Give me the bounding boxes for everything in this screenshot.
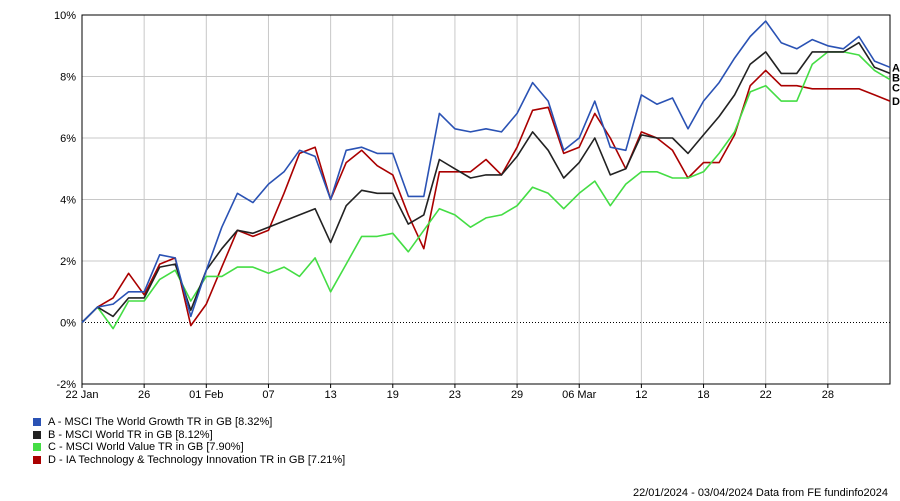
legend-item-d: D - IA Technology & Technology Innovatio… (33, 454, 345, 467)
x-tick-label: 12 (635, 389, 647, 401)
y-axis: -2% 0% 2% 4% 6% 8% 10% (54, 10, 76, 391)
y-tick-label: 4% (60, 195, 76, 207)
legend-label-b: B - MSCI World TR in GB [8.12%] (48, 428, 213, 441)
series-layer (81, 20, 891, 330)
series-line-b (81, 41, 891, 324)
legend-label-a: A - MSCI The World Growth TR in GB [8.32… (48, 416, 273, 428)
end-label-d: D (892, 96, 900, 108)
x-tick-label: 13 (324, 389, 336, 401)
plot-area (81, 14, 891, 385)
y-tick-label: 0% (60, 318, 76, 330)
x-tick-label: 23 (449, 389, 461, 401)
x-tick-label: 22 Jan (65, 389, 98, 401)
legend-label-c: C - MSCI World Value TR in GB [7.90%] (48, 441, 244, 453)
x-tick-label: 18 (697, 389, 709, 401)
legend-swatch-b (33, 430, 41, 439)
legend: A - MSCI The World Growth TR in GB [8.32… (33, 416, 345, 466)
x-tick-label: 28 (822, 389, 834, 401)
end-label-a: A (892, 62, 900, 74)
legend-item-b: B - MSCI World TR in GB [8.12%] (33, 429, 345, 442)
legend-swatch-a (33, 418, 41, 427)
series-line-a (81, 20, 891, 324)
plot-border (81, 14, 891, 385)
series-line-c (81, 51, 891, 330)
x-tick-label: 06 Mar (562, 389, 597, 401)
y-tick-label: 2% (60, 256, 76, 268)
series-line-d (81, 69, 891, 327)
x-tick-label: 01 Feb (189, 389, 223, 401)
x-tick-label: 29 (511, 389, 523, 401)
legend-item-a: A - MSCI The World Growth TR in GB [8.32… (33, 416, 345, 429)
legend-swatch-d (33, 455, 41, 464)
y-tick-label: 8% (60, 72, 76, 84)
end-label-b: B (892, 72, 900, 84)
y-tick-label: 10% (54, 10, 76, 22)
y-tick-label: -2% (56, 379, 76, 391)
x-tick-label: 22 (760, 389, 772, 401)
x-tick-label: 19 (387, 389, 399, 401)
x-tick-label: 26 (138, 389, 150, 401)
footer-source: 22/01/2024 - 03/04/2024 Data from FE fun… (632, 487, 888, 499)
y-tick-label: 6% (60, 133, 76, 145)
x-tick-label: 07 (262, 389, 274, 401)
end-label-c: C (892, 82, 900, 94)
legend-item-c: C - MSCI World Value TR in GB [7.90%] (33, 441, 345, 454)
legend-label-d: D - IA Technology & Technology Innovatio… (48, 453, 346, 466)
grid (81, 14, 890, 385)
legend-swatch-c (33, 443, 41, 452)
x-axis: 22 Jan 26 01 Feb 07 13 19 23 29 06 Mar 12 18 22 28 (65, 384, 834, 401)
